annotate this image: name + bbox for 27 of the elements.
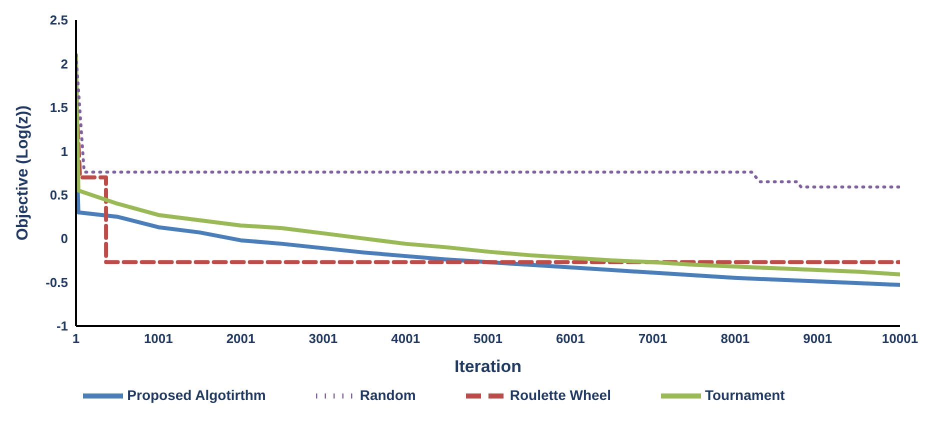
x-tick-label: 2001 — [226, 331, 256, 346]
y-tick-label: 2.5 — [50, 12, 68, 28]
x-tick-label: 5001 — [474, 331, 502, 346]
legend-label: Random — [360, 386, 416, 403]
line-series — [76, 53, 900, 188]
legend-label: Roulette Wheel — [510, 386, 611, 403]
y-tick-label: 1 — [60, 144, 68, 159]
y-tick-label: -0.5 — [46, 274, 68, 290]
line-series — [76, 52, 900, 276]
x-tick-label: 4001 — [391, 331, 420, 346]
x-tick-label: 9001 — [803, 331, 832, 346]
x-tick-label: 10001 — [882, 331, 918, 346]
x-tick-label: 8001 — [720, 331, 750, 346]
x-tick-label: 1001 — [144, 331, 173, 346]
legend-label: Proposed Algotirthm — [127, 386, 266, 403]
y-axis-title: Objective (Log(z)) — [14, 105, 32, 241]
legend-label: Tournament — [704, 386, 785, 403]
x-tick-label: 7001 — [638, 331, 668, 346]
x-axis-title: Iteration — [454, 357, 522, 376]
y-tick-label: 2 — [60, 56, 68, 72]
y-tick-label: -1 — [56, 318, 68, 334]
y-tick-label: 0.5 — [50, 187, 68, 202]
x-tick-label: 6001 — [556, 331, 585, 346]
y-tick-label: 1.5 — [50, 100, 68, 116]
x-tick-label: 3001 — [308, 331, 338, 346]
y-tick-label: 0 — [60, 231, 68, 246]
x-tick-label: 1 — [72, 331, 80, 346]
